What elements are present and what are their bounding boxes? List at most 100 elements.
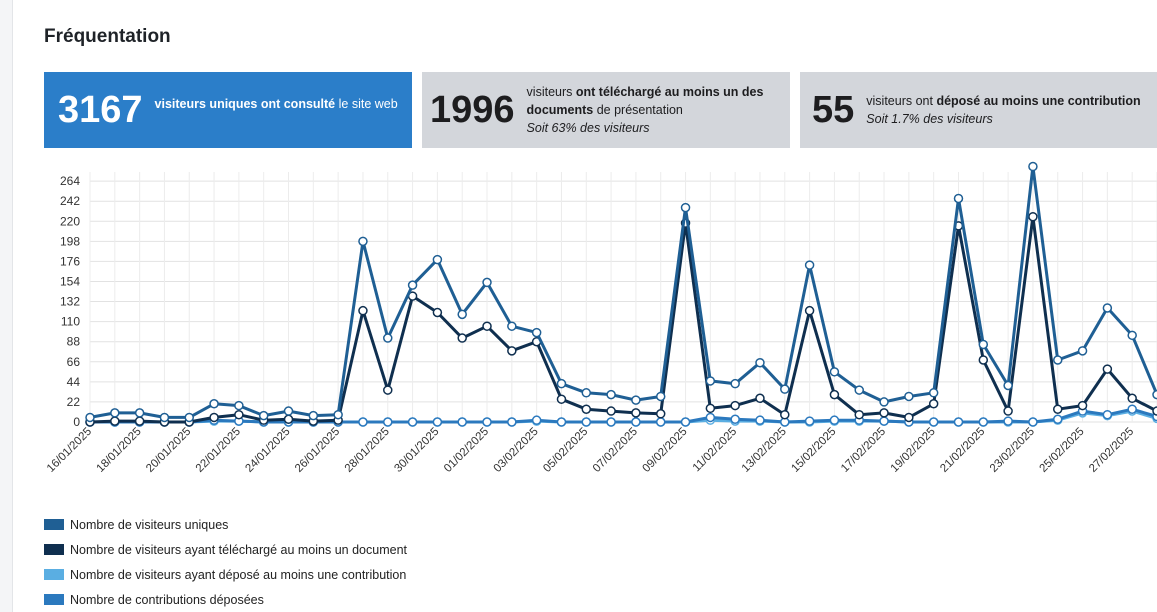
legend-label: Nombre de visiteurs ayant déposé au moin… — [70, 567, 407, 582]
data-point — [482, 277, 492, 288]
data-point — [978, 355, 989, 365]
legend-label: Nombre de visiteurs ayant téléchargé au … — [70, 542, 407, 557]
data-point — [457, 333, 467, 343]
data-point — [482, 417, 492, 427]
data-point — [432, 307, 443, 318]
y-tick-label: 198 — [60, 234, 80, 248]
data-point — [780, 409, 790, 420]
line-chart: 0 22 44 66 88 110 132 154 176 198 220 242 264 16/01/2… — [45, 161, 1157, 475]
page-title: Fréquentation — [44, 26, 171, 47]
data-point — [755, 415, 765, 425]
legend-item-contributors[interactable]: Nombre de visiteurs ayant déposé au moin… — [44, 562, 407, 587]
data-point — [631, 395, 641, 405]
data-point — [531, 415, 542, 425]
x-tick-label: 23/02/2025 — [988, 426, 1037, 475]
data-point — [507, 417, 517, 427]
data-point — [680, 202, 691, 213]
data-point — [358, 417, 368, 427]
data-point — [953, 193, 964, 204]
x-tick-label: 21/02/2025 — [938, 426, 987, 475]
data-point — [258, 410, 269, 421]
x-tick-label: 05/02/2025 — [541, 426, 590, 475]
data-point — [1052, 404, 1063, 414]
data-point — [457, 309, 467, 320]
legend-item-downloads[interactable]: Nombre de visiteurs ayant téléchargé au … — [44, 537, 407, 562]
data-point — [705, 412, 716, 423]
data-point — [581, 417, 592, 427]
data-point — [432, 417, 443, 427]
legend-item-contributions[interactable]: Nombre de contributions déposées — [44, 587, 407, 612]
stat-card-downloads: 1996 visiteurs ont téléchargé au moins u… — [422, 72, 790, 148]
data-point — [110, 416, 120, 426]
data-point — [655, 409, 666, 419]
data-point — [655, 391, 666, 402]
data-point — [1028, 161, 1038, 172]
data-point — [1127, 330, 1137, 341]
x-tick-label: 03/02/2025 — [492, 426, 541, 475]
x-tick-label: 01/02/2025 — [442, 426, 491, 475]
data-point — [1152, 406, 1157, 416]
legend-swatch — [44, 519, 64, 530]
data-point — [854, 385, 864, 395]
data-point — [85, 412, 95, 423]
x-tick-label: 30/01/2025 — [392, 426, 441, 475]
data-point — [234, 409, 244, 420]
data-point — [631, 408, 641, 418]
data-point — [1052, 355, 1063, 365]
data-point — [1077, 400, 1088, 411]
data-point — [631, 417, 641, 427]
x-tick-label: 25/02/2025 — [1037, 426, 1086, 475]
data-point — [780, 384, 790, 394]
data-point — [531, 327, 542, 338]
data-point — [581, 388, 592, 398]
legend-swatch — [44, 569, 64, 580]
stat-text: visiteurs ont téléchargé au moins un des… — [526, 85, 764, 135]
data-point — [804, 305, 815, 316]
data-point — [730, 414, 740, 425]
data-point — [1003, 416, 1013, 426]
data-point — [953, 417, 964, 427]
legend-swatch — [44, 594, 64, 605]
data-point — [1102, 364, 1113, 374]
data-point — [209, 412, 219, 423]
data-point — [482, 321, 492, 331]
data-point — [134, 408, 145, 418]
data-point — [407, 417, 418, 427]
data-point — [879, 416, 889, 426]
data-point — [407, 280, 418, 290]
data-point — [581, 404, 592, 414]
data-point — [606, 406, 616, 416]
x-tick-label: 11/02/2025 — [691, 426, 740, 475]
data-point — [1077, 346, 1088, 356]
data-point — [854, 409, 864, 420]
y-tick-label: 242 — [60, 194, 80, 208]
data-point — [134, 416, 145, 426]
data-point — [1003, 380, 1013, 391]
x-tick-label: 19/02/2025 — [889, 426, 938, 475]
legend-item-unique-visitors[interactable]: Nombre de visiteurs uniques — [44, 512, 407, 537]
stat-text: visiteurs ont déposé au moins une contri… — [866, 94, 1141, 126]
data-point — [110, 408, 120, 418]
stat-card-contributions: 55 visiteurs ont déposé au moins une con… — [800, 72, 1157, 148]
data-point — [655, 417, 666, 427]
y-tick-label: 66 — [67, 355, 81, 369]
data-point — [730, 378, 740, 389]
data-point — [507, 321, 517, 331]
x-tick-label: 18/01/2025 — [95, 426, 144, 475]
y-tick-label: 132 — [60, 295, 80, 309]
data-point — [1052, 414, 1063, 425]
data-point — [879, 397, 889, 407]
left-rail — [0, 0, 13, 612]
y-tick-label: 0 — [73, 415, 80, 429]
data-point — [457, 417, 467, 427]
x-tick-label: 13/02/2025 — [740, 426, 789, 475]
stat-number: 55 — [812, 89, 855, 131]
y-tick-label: 110 — [61, 315, 80, 329]
y-tick-label: 220 — [60, 214, 80, 228]
data-point — [184, 412, 195, 423]
data-point — [209, 399, 219, 409]
y-tick-label: 176 — [60, 254, 80, 268]
data-point — [904, 412, 914, 423]
x-tick-label: 27/02/2025 — [1087, 426, 1136, 475]
x-tick-label: 22/01/2025 — [194, 426, 243, 475]
